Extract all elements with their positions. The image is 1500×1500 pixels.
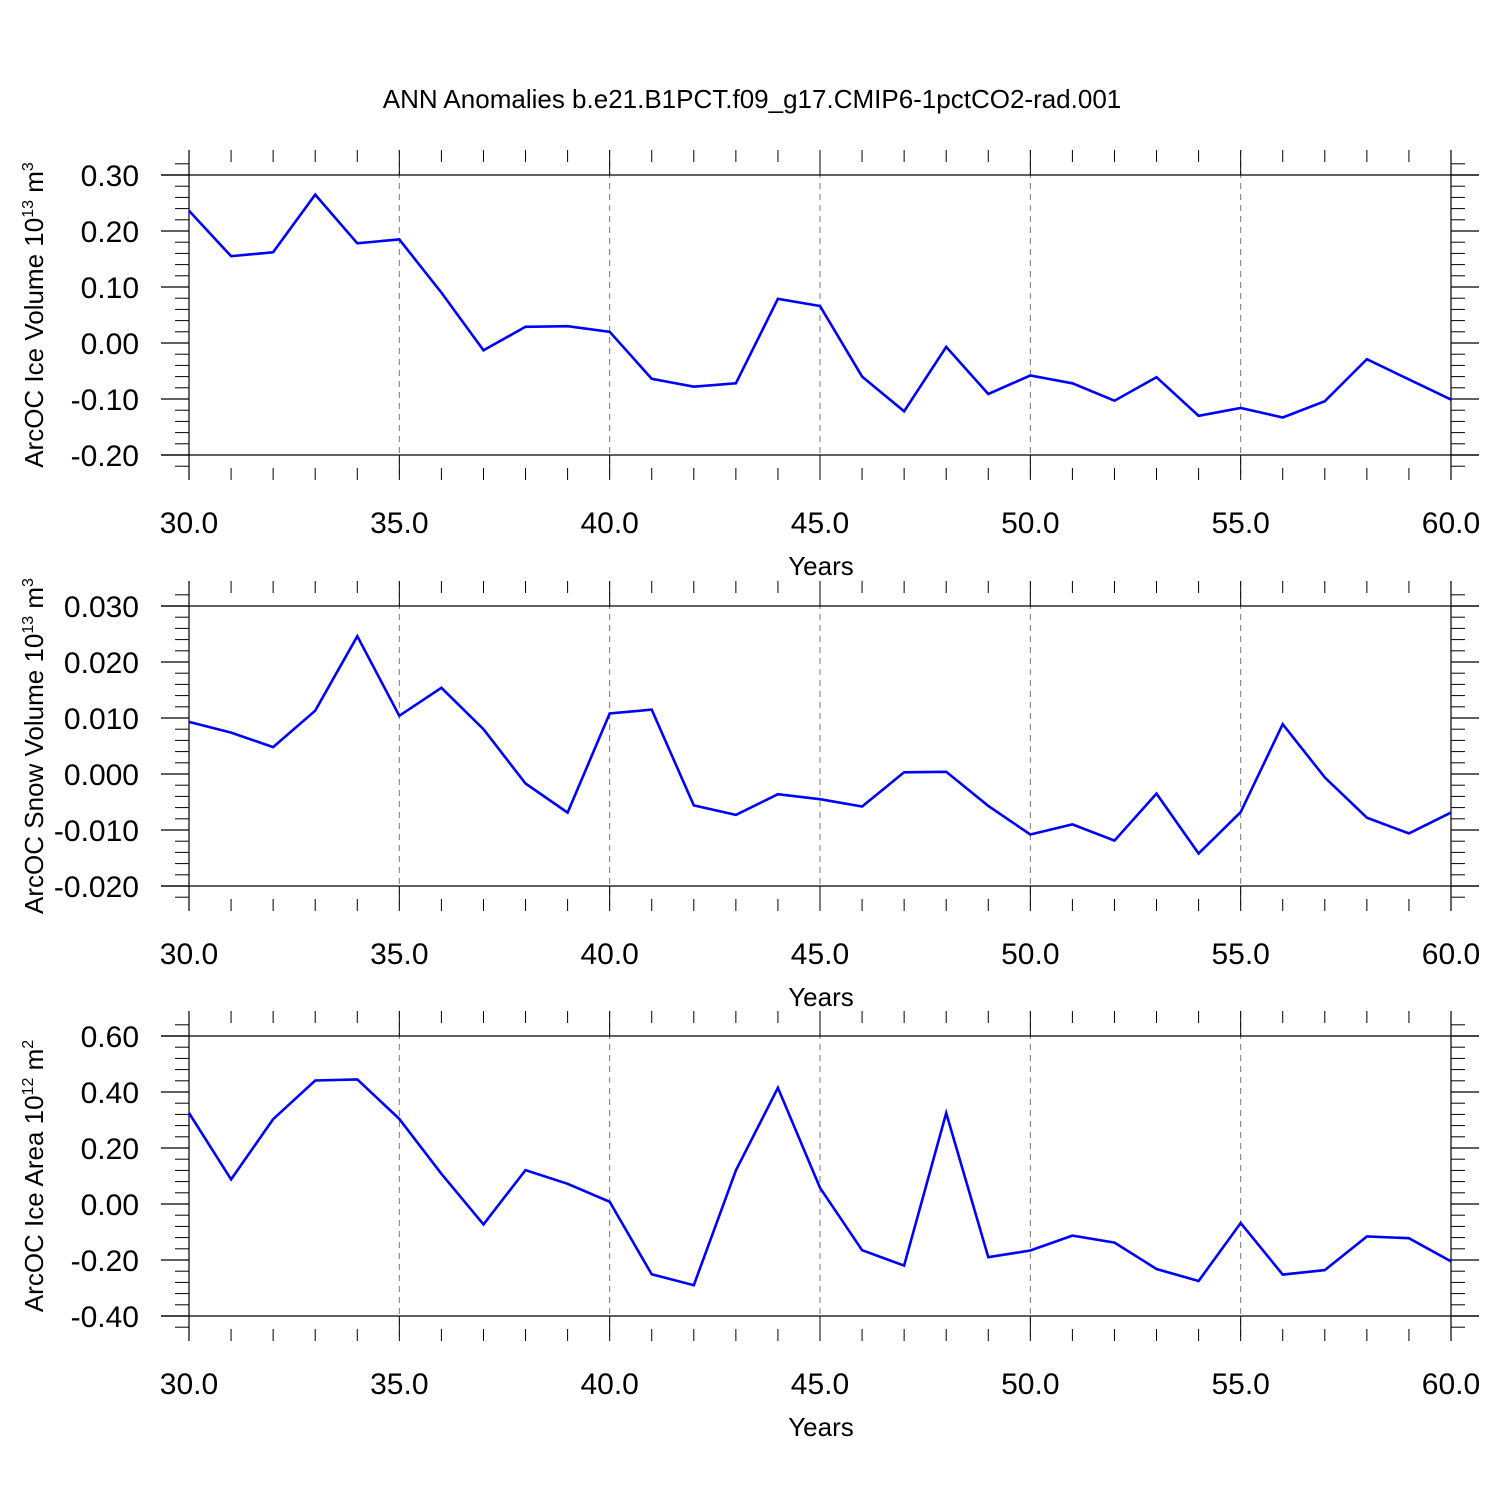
y-tick-label: 0.010: [64, 703, 139, 736]
x-tick-label: 55.0: [1211, 1368, 1269, 1401]
chart-panels: -0.20 -0.10 0.00 0.10 0.20 0.30 30.0 35.0 40.0 45…: [19, 150, 1480, 1442]
y-tick-label: -0.010: [54, 815, 139, 848]
x-tick-label: 50.0: [1001, 938, 1059, 971]
x-tick-label: 45.0: [791, 938, 849, 971]
y-axis-label: ArcOC Snow Volume 1013 m3: [19, 578, 49, 914]
y-tick-label: 0.00: [81, 1189, 139, 1222]
x-tick-label: 30.0: [160, 1368, 218, 1401]
x-tick-label: 55.0: [1211, 507, 1269, 540]
y-tick-label: 0.40: [81, 1077, 139, 1110]
x-tick-label: 40.0: [580, 507, 638, 540]
y-tick-label: 0.20: [81, 1133, 139, 1166]
y-tick-label: 0.60: [81, 1021, 139, 1054]
x-tick-label: 35.0: [370, 1368, 428, 1401]
x-tick-label: 35.0: [370, 938, 428, 971]
y-tick-label: -0.020: [54, 871, 139, 904]
y-tick-label: -0.10: [71, 384, 139, 417]
x-tick-label: 60.0: [1422, 938, 1480, 971]
x-tick-label: 55.0: [1211, 938, 1269, 971]
x-tick-label: 60.0: [1422, 507, 1480, 540]
series-line: [187, 1078, 1452, 1287]
x-tick-label: 50.0: [1001, 507, 1059, 540]
panel-2: -0.020 -0.010 0.000 0.010 0.020 0.030 30.0 35.0…: [19, 578, 1480, 1012]
y-tick-label: 0.000: [64, 759, 139, 792]
y-tick-label: 0.10: [81, 272, 139, 305]
chart-title: ANN Anomalies b.e21.B1PCT.f09_g17.CMIP6-…: [383, 84, 1122, 114]
series-line: [188, 633, 1452, 856]
y-tick-label: 0.00: [81, 328, 139, 361]
y-tick-label: -0.20: [71, 1245, 139, 1278]
x-axis-label: Years: [788, 551, 854, 581]
x-tick-label: 40.0: [580, 1368, 638, 1401]
x-tick-label: 30.0: [160, 507, 218, 540]
x-tick-label: 45.0: [791, 507, 849, 540]
y-tick-label: 0.30: [81, 160, 139, 193]
x-axis-label: Years: [788, 1412, 854, 1442]
y-axis-label: ArcOC Ice Volume 1013 m3: [19, 162, 49, 468]
y-tick-label: 0.020: [64, 647, 139, 680]
y-axis-label: ArcOC Ice Area 1012 m2: [19, 1040, 49, 1312]
x-tick-label: 60.0: [1422, 1368, 1480, 1401]
y-tick-label: 0.030: [64, 591, 139, 624]
y-tick-label: -0.40: [71, 1301, 139, 1334]
series-line: [188, 192, 1452, 419]
panel-1: -0.20 -0.10 0.00 0.10 0.20 0.30 30.0 35.0 40.0 45…: [19, 150, 1480, 581]
x-tick-label: 35.0: [370, 507, 428, 540]
x-axis-label: Years: [788, 982, 854, 1012]
x-tick-label: 50.0: [1001, 1368, 1059, 1401]
x-tick-label: 40.0: [580, 938, 638, 971]
x-tick-label: 45.0: [791, 1368, 849, 1401]
panel-3: -0.40 -0.20 0.00 0.20 0.40 0.60 30.0 35.0 40.0 45…: [19, 1011, 1480, 1442]
y-tick-label: -0.20: [71, 440, 139, 473]
y-tick-label: 0.20: [81, 216, 139, 249]
x-tick-label: 30.0: [160, 938, 218, 971]
